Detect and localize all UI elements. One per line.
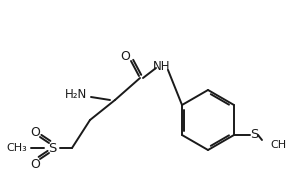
Text: O: O bbox=[120, 50, 130, 63]
Text: S: S bbox=[250, 129, 258, 142]
Text: O: O bbox=[30, 158, 40, 170]
Text: NH: NH bbox=[153, 60, 171, 74]
Text: CH₃: CH₃ bbox=[7, 143, 27, 153]
Text: S: S bbox=[48, 142, 56, 154]
Text: O: O bbox=[30, 126, 40, 138]
Text: CH₃: CH₃ bbox=[270, 140, 286, 150]
Text: H₂N: H₂N bbox=[65, 89, 87, 102]
